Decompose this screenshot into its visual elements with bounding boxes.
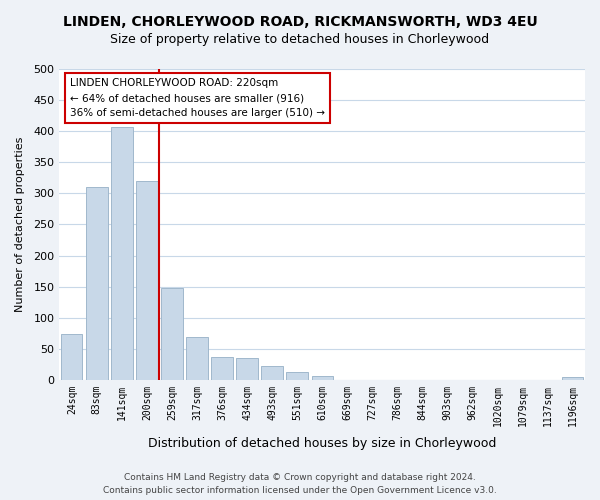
X-axis label: Distribution of detached houses by size in Chorleywood: Distribution of detached houses by size … [148, 437, 496, 450]
Bar [86, 186, 107, 380]
Bar [286, 372, 308, 380]
Text: LINDEN, CHORLEYWOOD ROAD, RICKMANSWORTH, WD3 4EU: LINDEN, CHORLEYWOOD ROAD, RICKMANSWORTH,… [62, 15, 538, 29]
Text: Size of property relative to detached houses in Chorleywood: Size of property relative to detached ho… [110, 32, 490, 46]
Text: LINDEN CHORLEYWOOD ROAD: 220sqm
← 64% of detached houses are smaller (916)
36% o: LINDEN CHORLEYWOOD ROAD: 220sqm ← 64% of… [70, 78, 325, 118]
Bar [136, 181, 158, 380]
Bar [61, 334, 82, 380]
Bar [111, 127, 133, 380]
Bar [311, 376, 333, 380]
Bar [236, 358, 258, 380]
Bar [262, 366, 283, 380]
Bar [161, 288, 182, 380]
Bar [211, 357, 233, 380]
Bar [562, 378, 583, 380]
Text: Contains HM Land Registry data © Crown copyright and database right 2024.
Contai: Contains HM Land Registry data © Crown c… [103, 474, 497, 495]
Bar [187, 337, 208, 380]
Y-axis label: Number of detached properties: Number of detached properties [15, 137, 25, 312]
